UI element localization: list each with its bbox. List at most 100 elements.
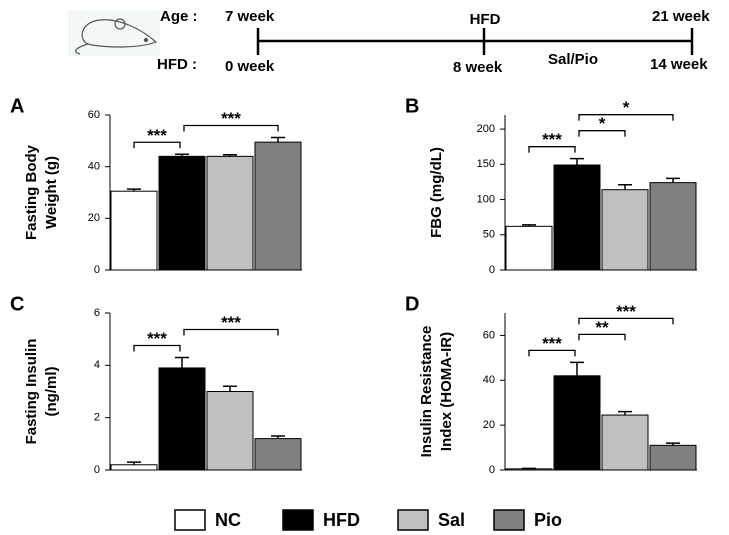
- significance-label: ***: [221, 313, 241, 332]
- significance-label: ***: [542, 334, 562, 353]
- error-bar: [175, 153, 189, 157]
- bar: [254, 438, 302, 471]
- error-bar: [271, 136, 285, 143]
- y-tick-label: 2: [94, 412, 100, 424]
- significance-label: ***: [147, 329, 167, 348]
- error-bar: [522, 224, 536, 227]
- y-tick-label: 150: [477, 158, 495, 170]
- bar: [254, 141, 302, 271]
- significance-bracket: [578, 130, 626, 137]
- y-tick-label: 20: [88, 212, 100, 224]
- bar: [649, 444, 697, 471]
- timeline: [256, 28, 694, 55]
- significance-label: ***: [616, 302, 636, 321]
- significance-bracket: [133, 141, 181, 149]
- timeline-text: 21 week: [652, 8, 710, 25]
- bar: [158, 367, 206, 471]
- bar: [649, 182, 697, 271]
- bar: [553, 375, 601, 471]
- y-tick-label: 6: [94, 307, 100, 319]
- bar: [206, 391, 254, 471]
- bar: [553, 164, 601, 271]
- legend-swatch: [397, 509, 429, 531]
- error-bar: [666, 442, 680, 446]
- y-tick-label: 20: [483, 419, 495, 431]
- significance-bracket: [183, 124, 279, 132]
- y-axis-label: Fasting Body: [23, 144, 40, 240]
- y-tick-label: 4: [94, 359, 100, 371]
- axis: [109, 313, 302, 471]
- error-bar: [618, 410, 632, 416]
- legend-swatch: [282, 509, 314, 531]
- bar: [110, 464, 158, 471]
- axis: [109, 115, 302, 271]
- y-axis-label: Fasting Insulin: [23, 339, 40, 445]
- bar: [601, 414, 649, 471]
- panel-label: C: [10, 293, 24, 315]
- significance-bracket: [133, 344, 181, 352]
- significance-bracket: [183, 328, 279, 336]
- error-bar: [618, 184, 632, 190]
- legend-swatch: [174, 509, 206, 531]
- timeline-text: 0 week: [225, 58, 275, 75]
- timeline-text: 7 week: [225, 8, 275, 25]
- y-tick-label: 0: [94, 264, 100, 276]
- y-axis-label: Index (HOMA-IR): [438, 332, 455, 451]
- significance-bracket: [578, 317, 674, 325]
- error-bar: [666, 177, 680, 183]
- significance-label: ***: [221, 109, 241, 128]
- error-bar: [570, 157, 584, 166]
- timeline-text: 8 week: [453, 59, 503, 76]
- legend-label: Sal: [438, 510, 465, 530]
- bar: [206, 155, 254, 271]
- error-bar: [127, 461, 141, 465]
- significance-label: ***: [147, 126, 167, 145]
- bar: [505, 225, 553, 271]
- significance-bracket: [528, 349, 576, 357]
- significance-label: *: [623, 98, 630, 117]
- error-bar: [570, 361, 584, 376]
- y-tick-label: 200: [477, 123, 495, 135]
- bar: [158, 155, 206, 271]
- y-axis-label: Weight (g): [43, 156, 60, 229]
- error-bar: [127, 188, 141, 192]
- error-bar: [223, 154, 237, 157]
- timeline-text: HFD :: [157, 56, 197, 73]
- axis: [504, 313, 697, 471]
- significance-bracket: [528, 146, 576, 153]
- y-tick-label: 40: [483, 374, 495, 386]
- y-tick-label: 60: [88, 109, 100, 121]
- error-bar: [175, 356, 189, 368]
- significance-label: **: [595, 318, 609, 337]
- error-bar: [223, 385, 237, 392]
- y-axis-label: Insulin Resistance: [418, 326, 435, 458]
- y-tick-label: 100: [477, 193, 495, 205]
- timeline-text: HFD: [470, 11, 501, 28]
- y-axis-label: (ng/ml): [43, 367, 60, 417]
- significance-label: *: [599, 114, 606, 133]
- y-tick-label: 0: [94, 464, 100, 476]
- y-axis-label: FBG (mg/dL): [428, 147, 445, 238]
- legend-label: NC: [215, 510, 241, 530]
- mouse-icon: [68, 10, 160, 56]
- y-tick-label: 0: [489, 264, 495, 276]
- panel-label: B: [405, 95, 419, 117]
- y-tick-label: 40: [88, 161, 100, 173]
- bar: [601, 189, 649, 271]
- timeline-text: Sal/Pio: [548, 51, 598, 68]
- error-bar: [271, 435, 285, 439]
- timeline-text: 14 week: [650, 56, 708, 73]
- y-tick-label: 60: [483, 329, 495, 341]
- panel-label: D: [405, 293, 419, 315]
- legend-swatch: [493, 509, 525, 531]
- legend-label: HFD: [323, 510, 360, 530]
- significance-label: ***: [542, 130, 562, 149]
- y-tick-label: 50: [483, 229, 495, 241]
- bar: [110, 190, 158, 271]
- legend-label: Pio: [534, 510, 562, 530]
- axis: [504, 115, 697, 271]
- panel-label: A: [10, 95, 24, 117]
- significance-bracket: [578, 114, 674, 121]
- y-tick-label: 0: [489, 464, 495, 476]
